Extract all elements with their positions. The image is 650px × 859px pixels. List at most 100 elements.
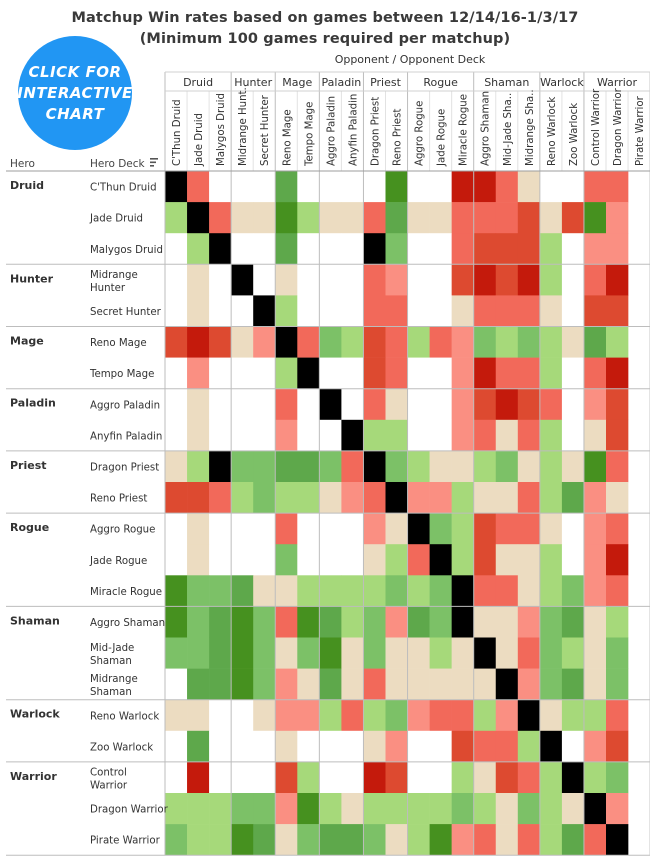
- matchup-cell[interactable]: [165, 824, 188, 856]
- matchup-cell[interactable]: [539, 419, 563, 452]
- matchup-cell[interactable]: [429, 388, 452, 421]
- matchup-cell[interactable]: [539, 326, 563, 358]
- matchup-cell[interactable]: [606, 171, 629, 203]
- matchup-cell[interactable]: [583, 637, 607, 669]
- matchup-cell[interactable]: [209, 419, 232, 452]
- matchup-cell[interactable]: [319, 606, 342, 638]
- matchup-cell[interactable]: [341, 513, 364, 545]
- matchup-cell[interactable]: [363, 482, 386, 514]
- matchup-cell[interactable]: [451, 513, 474, 545]
- matchup-cell[interactable]: [275, 544, 298, 576]
- matchup-cell[interactable]: [473, 824, 497, 856]
- matchup-cell[interactable]: [209, 637, 232, 669]
- matchup-cell[interactable]: [385, 295, 408, 327]
- matchup-cell[interactable]: [495, 544, 519, 576]
- matchup-cell[interactable]: [319, 482, 342, 514]
- matchup-cell[interactable]: [165, 637, 188, 669]
- matchup-cell[interactable]: [341, 388, 364, 421]
- matchup-cell[interactable]: [429, 637, 452, 669]
- matchup-cell[interactable]: [385, 388, 408, 421]
- matchup-cell[interactable]: [517, 730, 541, 763]
- matchup-cell[interactable]: [407, 326, 430, 358]
- matchup-cell[interactable]: [473, 761, 497, 794]
- matchup-cell[interactable]: [451, 699, 474, 732]
- matchup-cell[interactable]: [407, 637, 430, 669]
- matchup-cell[interactable]: [583, 295, 607, 327]
- matchup-cell[interactable]: [231, 637, 254, 669]
- matchup-cell[interactable]: [407, 699, 430, 732]
- matchup-cell[interactable]: [253, 482, 276, 514]
- matchup-cell[interactable]: [253, 326, 276, 358]
- matchup-cell[interactable]: [319, 699, 342, 732]
- matchup-cell[interactable]: [473, 388, 497, 421]
- matchup-cell[interactable]: [297, 730, 320, 763]
- matchup-cell[interactable]: [209, 171, 232, 203]
- matchup-cell[interactable]: [495, 606, 519, 638]
- matchup-cell[interactable]: [341, 824, 364, 856]
- matchup-cell[interactable]: [209, 575, 232, 607]
- matchup-cell[interactable]: [363, 171, 386, 203]
- matchup-cell[interactable]: [407, 544, 430, 576]
- matchup-cell[interactable]: [429, 171, 452, 203]
- matchup-cell[interactable]: [407, 824, 430, 856]
- matchup-cell[interactable]: [209, 513, 232, 545]
- matchup-cell[interactable]: [341, 171, 364, 203]
- matchup-cell[interactable]: [187, 699, 210, 732]
- matchup-cell[interactable]: [495, 326, 519, 358]
- mirror-cell[interactable]: [165, 171, 188, 203]
- matchup-cell[interactable]: [341, 699, 364, 732]
- sort-icon[interactable]: [150, 158, 158, 167]
- matchup-cell[interactable]: [385, 544, 408, 576]
- matchup-cell[interactable]: [297, 202, 320, 234]
- matchup-cell[interactable]: [561, 357, 585, 389]
- matchup-cell[interactable]: [253, 171, 276, 203]
- matchup-cell[interactable]: [187, 326, 210, 358]
- matchup-cell[interactable]: [165, 295, 188, 327]
- matchup-cell[interactable]: [473, 699, 497, 732]
- matchup-cell[interactable]: [385, 233, 408, 265]
- matchup-cell[interactable]: [187, 450, 210, 483]
- matchup-cell[interactable]: [275, 357, 298, 389]
- matchup-cell[interactable]: [606, 761, 629, 794]
- matchup-cell[interactable]: [231, 575, 254, 607]
- matchup-cell[interactable]: [165, 264, 188, 296]
- matchup-cell[interactable]: [495, 419, 519, 452]
- matchup-cell[interactable]: [253, 388, 276, 421]
- matchup-cell[interactable]: [231, 171, 254, 203]
- matchup-cell[interactable]: [407, 295, 430, 327]
- matchup-cell[interactable]: [561, 575, 585, 607]
- mirror-cell[interactable]: [253, 295, 276, 327]
- matchup-cell[interactable]: [495, 575, 519, 607]
- matchup-cell[interactable]: [165, 326, 188, 358]
- matchup-cell[interactable]: [341, 450, 364, 483]
- matchup-cell[interactable]: [473, 450, 497, 483]
- matchup-cell[interactable]: [451, 171, 474, 203]
- matchup-cell[interactable]: [429, 419, 452, 452]
- matchup-cell[interactable]: [209, 357, 232, 389]
- matchup-cell[interactable]: [341, 326, 364, 358]
- mirror-cell[interactable]: [429, 544, 452, 576]
- matchup-cell[interactable]: [429, 793, 452, 825]
- interactive-chart-button[interactable]: CLICK FOR INTERACTIVE CHART: [17, 36, 132, 150]
- matchup-cell[interactable]: [187, 295, 210, 327]
- matchup-cell[interactable]: [275, 730, 298, 763]
- matchup-cell[interactable]: [341, 482, 364, 514]
- matchup-cell[interactable]: [517, 202, 541, 234]
- matchup-cell[interactable]: [165, 388, 188, 421]
- matchup-cell[interactable]: [385, 668, 408, 700]
- mirror-cell[interactable]: [407, 513, 430, 545]
- matchup-cell[interactable]: [606, 513, 629, 545]
- mirror-cell[interactable]: [583, 793, 607, 825]
- matchup-cell[interactable]: [606, 699, 629, 732]
- matchup-cell[interactable]: [539, 575, 563, 607]
- matchup-cell[interactable]: [539, 388, 563, 421]
- matchup-cell[interactable]: [473, 264, 497, 296]
- matchup-cell[interactable]: [363, 668, 386, 700]
- matchup-cell[interactable]: [341, 606, 364, 638]
- matchup-cell[interactable]: [297, 419, 320, 452]
- matchup-cell[interactable]: [606, 202, 629, 234]
- matchup-cell[interactable]: [561, 171, 585, 203]
- matchup-cell[interactable]: [231, 295, 254, 327]
- matchup-cell[interactable]: [561, 202, 585, 234]
- matchup-cell[interactable]: [473, 171, 497, 203]
